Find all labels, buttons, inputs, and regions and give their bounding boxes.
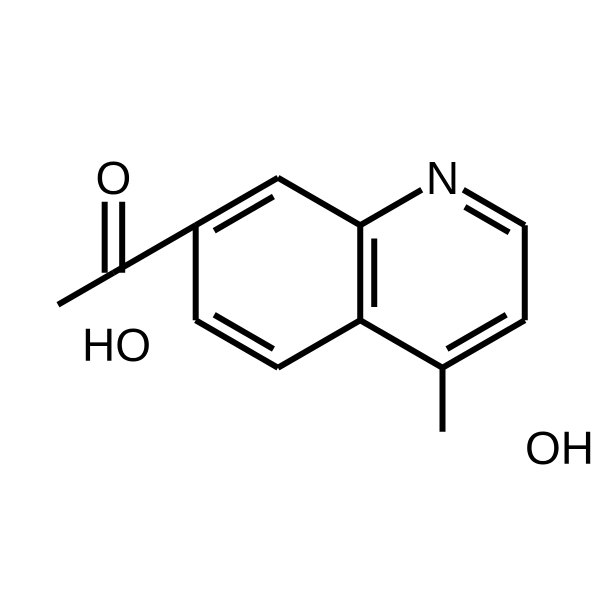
group-label-OH_right: OH [525, 422, 594, 474]
molecule-diagram: O N HO OH [0, 0, 600, 600]
atom-label-N_ring: N [426, 152, 459, 204]
substituent-bond [58, 273, 113, 305]
atom-label-O_carbonyl: O [96, 152, 132, 204]
group-label-HO_left: HO [82, 319, 151, 371]
